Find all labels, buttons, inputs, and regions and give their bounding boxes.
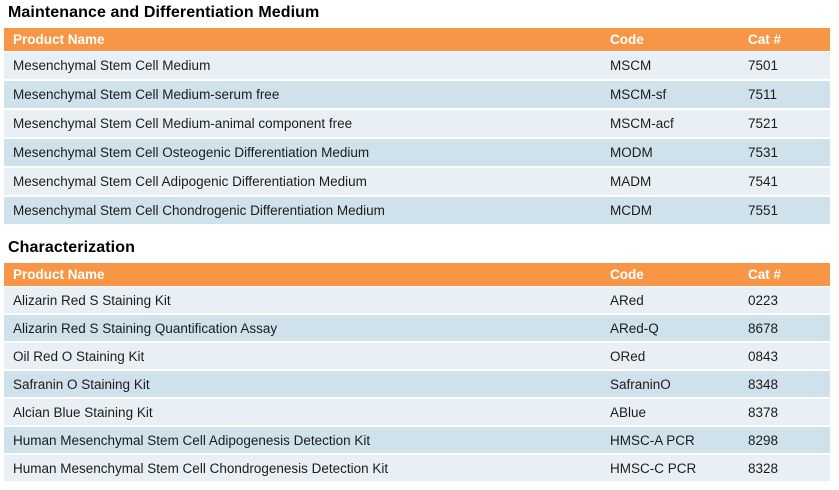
table-row: Human Mesenchymal Stem Cell Adipogenesis… — [4, 427, 830, 455]
code-cell: MSCM-sf — [610, 87, 667, 102]
code-cell: ORed — [610, 348, 646, 364]
table-body: Alizarin Red S Staining Kit ARed 0223 Al… — [4, 287, 830, 483]
section-title-characterization: Characterization — [8, 239, 135, 256]
code-cell: ARed-Q — [610, 320, 659, 336]
table-row: Mesenchymal Stem Cell Medium-animal comp… — [4, 110, 830, 139]
product-name-cell: Oil Red O Staining Kit — [13, 348, 145, 364]
product-name-cell: Mesenchymal Stem Cell Medium — [13, 58, 211, 73]
cat-number-cell: 7511 — [748, 87, 778, 102]
cat-number-cell: 8348 — [748, 376, 779, 392]
code-cell: HMSC-A PCR — [610, 432, 695, 448]
product-name-cell: Human Mesenchymal Stem Cell Adipogenesis… — [13, 432, 371, 448]
table-body: Mesenchymal Stem Cell Medium MSCM 7501 M… — [4, 52, 830, 226]
product-name-cell: Alizarin Red S Staining Quantification A… — [13, 320, 278, 336]
cat-number-cell: 7551 — [748, 203, 779, 218]
cat-number-cell: 7541 — [748, 174, 779, 189]
code-cell: MCDM — [610, 203, 652, 218]
product-name-cell: Human Mesenchymal Stem Cell Chondrogenes… — [13, 460, 389, 476]
code-cell: SafraninO — [610, 376, 671, 392]
column-header-product-name: Product Name — [13, 32, 105, 47]
product-name-cell: Mesenchymal Stem Cell Medium-animal comp… — [13, 116, 353, 131]
table-row: Mesenchymal Stem Cell Chondrogenic Diffe… — [4, 197, 830, 226]
code-cell: MSCM-acf — [610, 116, 674, 131]
cat-number-cell: 8328 — [748, 460, 779, 476]
table-row: Safranin O Staining Kit SafraninO 8348 — [4, 371, 830, 399]
code-cell: MODM — [610, 145, 653, 160]
table-row: Alizarin Red S Staining Quantification A… — [4, 315, 830, 343]
cat-number-cell: 0843 — [748, 348, 779, 364]
cat-number-cell: 7501 — [748, 58, 779, 73]
characterization-table: Product Name Code Cat # Alizarin Red S S… — [4, 263, 830, 483]
table-row: Mesenchymal Stem Cell Medium-serum free … — [4, 81, 830, 110]
product-name-cell: Mesenchymal Stem Cell Chondrogenic Diffe… — [13, 203, 385, 218]
cat-number-cell: 8378 — [748, 404, 779, 420]
code-cell: ABlue — [610, 404, 647, 420]
maintenance-medium-table: Product Name Code Cat # Mesenchymal Stem… — [4, 28, 830, 226]
cat-number-cell: 8298 — [748, 432, 779, 448]
cat-number-cell: 8678 — [748, 320, 779, 336]
table-row: Mesenchymal Stem Cell Medium MSCM 7501 — [4, 52, 830, 81]
product-name-cell: Mesenchymal Stem Cell Osteogenic Differe… — [13, 145, 370, 160]
table-row: Alizarin Red S Staining Kit ARed 0223 — [4, 287, 830, 315]
column-header-code: Code — [610, 267, 644, 282]
cat-number-cell: 0223 — [748, 292, 779, 308]
table-row: Mesenchymal Stem Cell Osteogenic Differe… — [4, 139, 830, 168]
code-cell: ARed — [610, 292, 644, 308]
table-row: Alcian Blue Staining Kit ABlue 8378 — [4, 399, 830, 427]
section-title-maintenance: Maintenance and Differentiation Medium — [8, 4, 320, 21]
table-row: Mesenchymal Stem Cell Adipogenic Differe… — [4, 168, 830, 197]
code-cell: HMSC-C PCR — [610, 460, 697, 476]
table-row: Human Mesenchymal Stem Cell Chondrogenes… — [4, 455, 830, 483]
maintenance-medium-section: Maintenance and Differentiation Medium P… — [0, 3, 839, 226]
product-name-cell: Alcian Blue Staining Kit — [13, 404, 153, 420]
column-header-cat-number: Cat # — [748, 267, 782, 282]
cat-number-cell: 7521 — [748, 116, 779, 131]
cat-number-cell: 7531 — [748, 145, 779, 160]
code-cell: MSCM — [610, 58, 652, 73]
table-header-row: Product Name Code Cat # — [4, 263, 830, 287]
product-name-cell: Mesenchymal Stem Cell Medium-serum free — [13, 87, 280, 102]
product-name-cell: Alizarin Red S Staining Kit — [13, 292, 171, 308]
column-header-code: Code — [610, 32, 644, 47]
characterization-section: Characterization Product Name Code Cat #… — [0, 238, 839, 483]
column-header-cat-number: Cat # — [748, 32, 782, 47]
column-header-product-name: Product Name — [13, 267, 105, 282]
product-name-cell: Mesenchymal Stem Cell Adipogenic Differe… — [13, 174, 367, 189]
code-cell: MADM — [610, 174, 652, 189]
table-row: Oil Red O Staining Kit ORed 0843 — [4, 343, 830, 371]
table-header-row: Product Name Code Cat # — [4, 28, 830, 52]
product-name-cell: Safranin O Staining Kit — [13, 376, 150, 392]
